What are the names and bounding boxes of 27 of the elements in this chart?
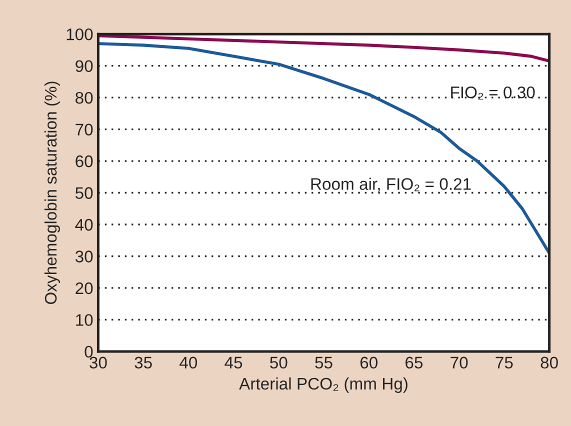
x-tick-label: 50: [270, 356, 288, 369]
y-tick-label: 80: [76, 92, 93, 104]
y-tick-label: 10: [76, 314, 93, 326]
y-tick-label: 60: [76, 155, 93, 168]
x-tick-label: 70: [450, 356, 468, 369]
x-tick-label: 55: [315, 356, 332, 369]
x-tick-label: 60: [360, 356, 378, 369]
y-axis-title: Oxyhemoglobin saturation (%): [44, 82, 60, 304]
x-tick-label: 45: [224, 356, 242, 369]
y-tick-label: 40: [75, 218, 93, 231]
y-tick-label: 50: [75, 187, 93, 199]
x-tick-label: 65: [406, 356, 423, 369]
x-tick-label: 35: [134, 356, 152, 369]
series-label: FIO₂ = 0.30: [451, 86, 535, 100]
y-tick-label: 30: [75, 250, 93, 262]
x-tick-label: 30: [90, 356, 107, 369]
y-tick-label: 20: [76, 282, 93, 294]
y-tick-label: 90: [76, 60, 93, 72]
line-series: [98, 42, 550, 255]
y-tick-label: 100: [66, 28, 93, 40]
y-tick-label: 0: [84, 346, 93, 358]
y-tick-label: 70: [76, 124, 93, 136]
x-axis-title: Arterial PCO₂ (mm Hg): [239, 377, 408, 393]
x-tick-label: 40: [180, 356, 198, 369]
series-label: Room air, FIO₂ = 0.21: [311, 178, 471, 192]
x-tick-label: 75: [496, 356, 513, 369]
x-tick-label: 80: [540, 356, 558, 369]
